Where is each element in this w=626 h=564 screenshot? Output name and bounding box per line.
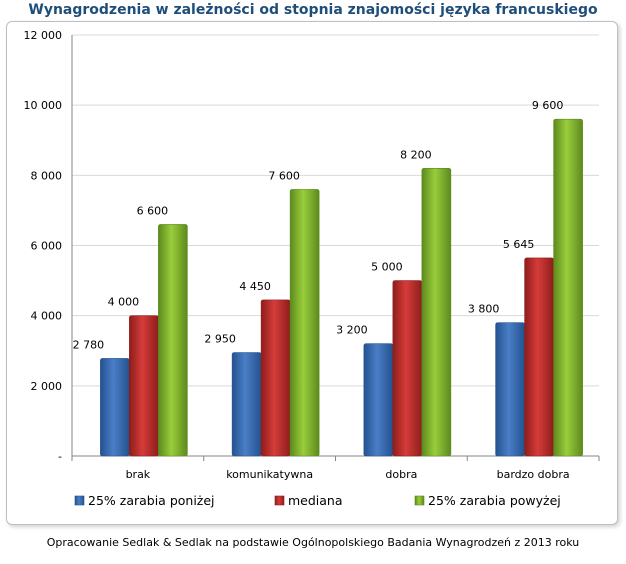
- bar: [158, 224, 188, 457]
- bar: [495, 322, 525, 457]
- data-label: 5 000: [371, 261, 403, 274]
- y-tick-label: 2 000: [31, 380, 63, 393]
- x-tick-label: komunikatywna: [226, 468, 313, 481]
- data-labels: 2 780 4 000 6 600 2 950 4 450 7 600 3 200 5 000…: [73, 99, 564, 351]
- y-tick-label: -: [58, 450, 62, 463]
- bar: [231, 352, 262, 457]
- legend-swatch: [274, 495, 285, 506]
- legend-label: 25% zarabia poniżej: [88, 493, 215, 508]
- bar: [553, 118, 583, 457]
- bar: [260, 299, 291, 457]
- x-tick-label: bardzo dobra: [497, 468, 570, 481]
- data-label: 4 000: [108, 296, 140, 309]
- x-tick-label: brak: [126, 468, 151, 481]
- bar: [289, 189, 320, 457]
- legend-swatch: [414, 495, 425, 506]
- data-label: 8 200: [400, 148, 432, 161]
- data-label: 2 950: [204, 333, 236, 346]
- y-tick-label: 10 000: [24, 99, 63, 112]
- bar: [363, 343, 394, 457]
- tick-labels: - 2 000 4 000 6 000 8 000 10 000 12 000 brak kom…: [24, 29, 570, 481]
- legend-swatch: [74, 495, 85, 506]
- data-label: 5 645: [503, 238, 535, 251]
- data-label: 7 600: [268, 169, 300, 182]
- chart-panel: 2 780 4 000 6 600 2 950 4 450 7 600 3 200 5 000…: [6, 21, 618, 525]
- legend-label: 25% zarabia powyżej: [428, 493, 561, 508]
- data-label: 4 450: [239, 280, 271, 293]
- legend: 25% zarabia poniżej mediana 25% zarabia po…: [74, 493, 561, 508]
- bar-chart: 2 780 4 000 6 600 2 950 4 450 7 600 3 200 5 000…: [24, 29, 600, 508]
- x-tick-label: dobra: [385, 468, 417, 481]
- data-label: 3 200: [336, 324, 368, 337]
- data-label: 2 780: [73, 338, 105, 351]
- bar: [129, 315, 159, 457]
- y-tick-label: 12 000: [24, 29, 63, 42]
- legend-label: mediana: [288, 493, 343, 508]
- data-label: 3 800: [468, 303, 500, 316]
- source-caption: Opracowanie Sedlak & Sedlak na podstawie…: [46, 536, 580, 549]
- data-label: 9 600: [532, 99, 564, 112]
- y-tick-label: 6 000: [31, 240, 63, 253]
- y-tick-label: 8 000: [31, 169, 63, 182]
- bar: [421, 168, 452, 457]
- data-label: 6 600: [137, 204, 169, 217]
- bar: [100, 358, 130, 457]
- chart-title: Wynagrodzenia w zależności od stopnia zn…: [28, 2, 598, 18]
- bars: [100, 118, 583, 457]
- bar: [524, 257, 554, 457]
- y-tick-label: 4 000: [31, 310, 63, 323]
- bar: [392, 280, 423, 457]
